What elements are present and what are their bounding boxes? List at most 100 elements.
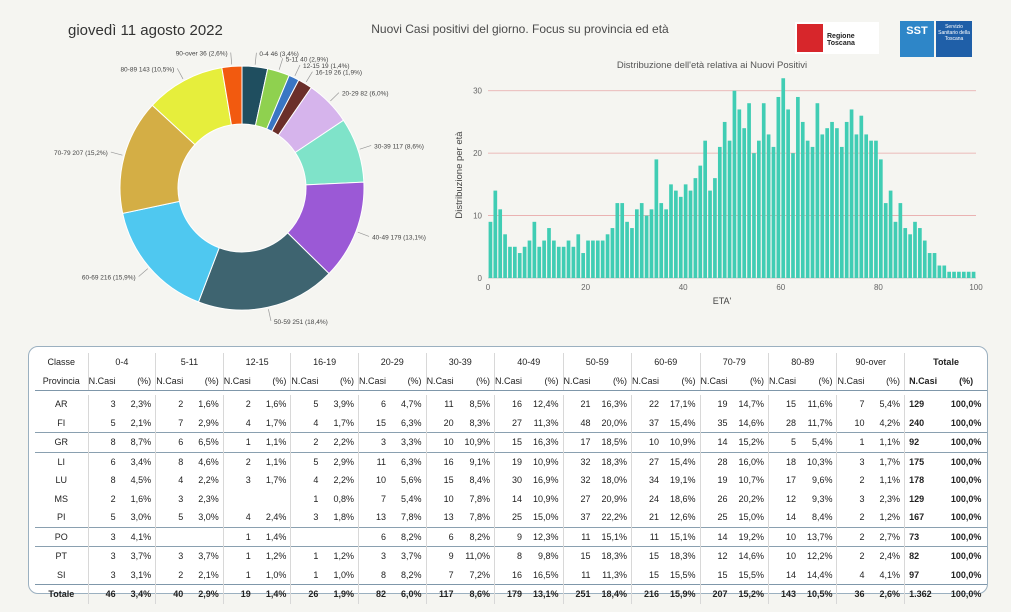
n-casi-cell: 3 <box>836 451 869 471</box>
hist-bar <box>869 140 873 278</box>
hist-bar <box>854 134 859 278</box>
percent-cell: 3,4% <box>119 451 156 471</box>
percent-cell: 1,6% <box>265 399 287 410</box>
hist-bar <box>971 271 976 278</box>
hist-bar <box>913 221 917 278</box>
n-casi-cell: 12 <box>699 546 732 566</box>
n-casi-cell: 7 <box>425 565 458 585</box>
percent-cell: 15,5% <box>738 569 764 580</box>
n-casi-cell: 2 <box>290 432 323 452</box>
n-casi-cell: 6 <box>357 526 390 547</box>
n-casi-cell: 14 <box>699 432 732 452</box>
percent-cell: 12,6% <box>669 512 696 523</box>
age-distribution-chart: Distribuzione dell'età relativa ai Nuovi… <box>454 60 983 306</box>
hist-bar <box>556 246 561 278</box>
donut-leader-line <box>278 58 284 70</box>
hist-bar <box>722 121 727 278</box>
percent-cell: 1,2% <box>322 546 359 566</box>
percent-cell: 6,3% <box>389 451 427 471</box>
hist-bar <box>839 146 844 278</box>
n-casi-cell: 46 <box>87 584 120 604</box>
regione-toscana-logo: Regione Toscana <box>795 22 879 54</box>
n-casi-cell: 2 <box>836 508 869 527</box>
percent-cell: 5,4% <box>879 399 901 410</box>
n-casi-cell: 2 <box>222 395 255 414</box>
percent-cell: 8,4% <box>811 512 833 523</box>
hist-bar <box>595 240 600 278</box>
hist-bar <box>893 221 898 278</box>
class-header: 5-11 <box>155 353 224 372</box>
percent-cell: 15,2% <box>731 584 769 604</box>
percent-cell: 20,0% <box>601 417 628 428</box>
n-casi-cell: 40 <box>155 584 188 604</box>
hist-bar <box>635 209 639 278</box>
hist-bar <box>786 109 790 278</box>
hist-bar <box>644 215 649 278</box>
total-percent-cell: 100,0% <box>945 432 987 452</box>
percent-cell: 1,4% <box>254 526 291 547</box>
percent-cell: 2,9% <box>198 417 219 428</box>
table-header-row: Classe 0-4 5-11 12-15 16-19 20-29 30-39 40-49 50… <box>35 353 987 372</box>
n-casi-cell <box>222 489 255 508</box>
n-casi-cell: 5 <box>767 432 800 452</box>
n-casi-header: N.Casi <box>425 371 458 391</box>
n-casi-cell: 3 <box>87 526 120 547</box>
n-casi-cell: 17 <box>767 471 800 490</box>
hist-bar <box>825 128 829 278</box>
n-casi-cell: 28 <box>767 413 800 433</box>
hist-bar <box>493 190 498 278</box>
percent-cell: 2,1% <box>130 417 152 428</box>
n-casi-cell: 2 <box>836 471 869 490</box>
hist-xtick-label: 20 <box>581 283 590 292</box>
n-casi-cell: 10 <box>767 526 800 547</box>
page-title: Nuovi Casi positivi del giorno. Focus su… <box>371 22 669 36</box>
n-casi-cell: 1 <box>290 489 323 508</box>
n-casi-cell: 26 <box>699 489 732 508</box>
total-n-header: N.Casi <box>904 371 946 391</box>
n-casi-cell: 9 <box>494 526 527 547</box>
donut-slice-label: 30-39 117 (8,6%) <box>374 143 424 150</box>
percent-cell: 2,2% <box>322 432 359 452</box>
hist-xtick-label: 60 <box>776 283 785 292</box>
percent-cell: 4,2% <box>879 417 901 428</box>
hist-bar <box>844 121 849 278</box>
province-cell: GR <box>35 432 89 452</box>
total-percent-header: (%) <box>945 371 987 391</box>
percent-cell: 15,0% <box>738 512 764 523</box>
hist-bar <box>927 253 932 278</box>
n-casi-cell: 2 <box>836 546 869 566</box>
hist-bar <box>532 221 537 278</box>
province-age-table-panel: Classe 0-4 5-11 12-15 16-19 20-29 30-39 40-49 50… <box>28 346 988 604</box>
percent-cell: 3,7% <box>389 546 427 566</box>
hist-bar <box>630 228 634 278</box>
n-casi-cell: 13 <box>357 508 390 527</box>
n-casi-cell: 3 <box>836 489 869 508</box>
class-header: 12-15 <box>222 353 291 372</box>
donut-slice-label: 50-59 251 (18,4%) <box>274 319 328 326</box>
n-casi-header: N.Casi <box>87 371 120 391</box>
percent-header: (%) <box>800 371 837 391</box>
percent-header: (%) <box>119 371 156 391</box>
percent-cell: 12,2% <box>800 546 837 566</box>
n-casi-cell: 11 <box>562 565 595 585</box>
n-casi-cell: 15 <box>425 471 458 490</box>
hist-bar <box>791 153 795 278</box>
percent-cell: 4,1% <box>879 569 901 580</box>
percent-cell: 4,1% <box>119 526 156 547</box>
percent-cell: 14,6% <box>731 546 769 566</box>
percent-cell: 11,7% <box>807 417 833 428</box>
donut-leader-line <box>254 52 257 65</box>
percent-cell: 8,2% <box>401 569 422 580</box>
n-casi-header: N.Casi <box>699 371 732 391</box>
hist-bar <box>752 153 756 278</box>
percent-cell: 9,3% <box>811 493 833 504</box>
percent-cell: 5,4% <box>800 432 837 452</box>
hist-xtick-label: 80 <box>874 283 883 292</box>
percent-cell: 4,6% <box>187 451 224 471</box>
hist-bar <box>713 178 717 278</box>
table-row: PO 3 4,1% 1 1,4% 6 8,2% 6 8,2% 9 12,3% 11 15,1% 11 15,… <box>35 526 987 547</box>
percent-cell: 18,0% <box>601 475 628 486</box>
percent-cell <box>322 526 359 547</box>
percent-cell: 7,8% <box>469 493 491 504</box>
hist-bar <box>683 184 688 278</box>
